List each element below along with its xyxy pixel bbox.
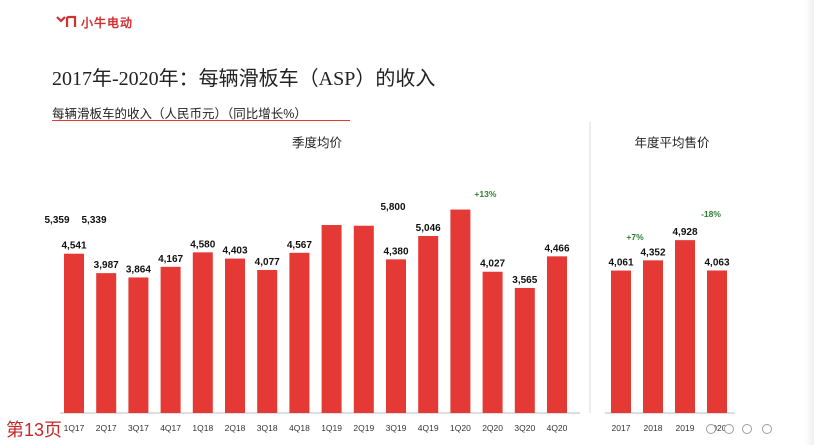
tick-label-2018: 2018 bbox=[644, 423, 663, 433]
tick-label-1Q19: 1Q19 bbox=[321, 423, 342, 433]
chart-subtitle: 每辆滑板车的收入（人民币元）（同比增长%） bbox=[52, 107, 307, 121]
bar-2018 bbox=[643, 260, 663, 413]
data-label-4Q18: 4,567 bbox=[287, 240, 312, 251]
growth-annotation-1Q20: +13% bbox=[474, 189, 496, 199]
bar-2Q18 bbox=[225, 258, 245, 413]
logo-text: 小牛电动 bbox=[81, 15, 134, 30]
tick-label-1Q18: 1Q18 bbox=[192, 423, 213, 433]
page-number: 第13页 bbox=[6, 420, 63, 440]
bar-1Q20 bbox=[450, 209, 471, 413]
tick-label-2Q18: 2Q18 bbox=[225, 423, 246, 433]
bar-4Q20 bbox=[547, 256, 567, 413]
nav-dot-4[interactable] bbox=[762, 424, 772, 434]
tick-label-4Q19: 4Q19 bbox=[418, 423, 439, 433]
tick-label-2017: 2017 bbox=[612, 423, 631, 433]
page-title: 2017年-2020年：每辆滑板车（ASP）的收入 bbox=[52, 68, 436, 90]
bar-3Q20 bbox=[514, 287, 535, 413]
tick-label-2019: 2019 bbox=[676, 423, 695, 433]
bar-4Q19 bbox=[418, 236, 439, 413]
bar-3Q19 bbox=[386, 259, 406, 413]
tick-label-2Q20: 2Q20 bbox=[482, 423, 503, 433]
bar-1Q17 bbox=[64, 253, 84, 413]
data-label-2019: 4,928 bbox=[672, 227, 697, 238]
tick-label-2Q17: 2Q17 bbox=[96, 423, 117, 433]
growth-annotation-2020: -18% bbox=[701, 209, 721, 219]
tick-label-4Q18: 4Q18 bbox=[289, 423, 310, 433]
nav-dot-3[interactable] bbox=[742, 424, 752, 434]
data-label-4Q20: 4,466 bbox=[544, 243, 569, 254]
tick-label-1Q20: 1Q20 bbox=[450, 423, 471, 433]
tick-label-1Q17: 1Q17 bbox=[64, 423, 85, 433]
bar-2017 bbox=[611, 270, 631, 413]
data-label-3Q20: 3,565 bbox=[512, 275, 537, 286]
bar-2019 bbox=[675, 240, 695, 413]
bar-2Q20 bbox=[482, 271, 503, 413]
nav-dot-2[interactable] bbox=[724, 424, 734, 434]
nav-dot-1[interactable] bbox=[706, 424, 716, 434]
data-label-4Q17: 4,167 bbox=[158, 254, 183, 265]
niu-logo: 小牛电动 bbox=[55, 14, 133, 30]
bar-1Q19 bbox=[321, 225, 342, 413]
growth-annotation-2018: +7% bbox=[626, 232, 644, 242]
tick-label-2020: 2020 bbox=[708, 423, 727, 433]
data-label-1Q19: 5,359 bbox=[44, 215, 69, 226]
slide-edge-shadow bbox=[804, 0, 814, 445]
data-label-2020: 4,063 bbox=[704, 257, 729, 268]
bar-4Q17 bbox=[160, 266, 181, 413]
data-label-3Q17: 3,864 bbox=[126, 264, 151, 275]
tick-label-4Q20: 4Q20 bbox=[547, 423, 568, 433]
bar-1Q18 bbox=[192, 252, 213, 413]
data-label-3Q19: 4,380 bbox=[383, 246, 408, 257]
data-label-1Q20: 5,800 bbox=[380, 202, 405, 213]
niu-logo-icon bbox=[56, 15, 77, 27]
bar-3Q18 bbox=[257, 269, 278, 413]
data-label-4Q19: 5,046 bbox=[416, 223, 441, 234]
data-label-1Q18: 4,580 bbox=[190, 239, 215, 250]
chart-title-1: 季度均价 bbox=[292, 135, 343, 150]
data-label-2Q20: 4,027 bbox=[480, 259, 505, 270]
data-label-2Q19: 5,339 bbox=[81, 215, 106, 226]
tick-label-3Q17: 3Q17 bbox=[128, 423, 149, 433]
tick-label-3Q18: 3Q18 bbox=[257, 423, 278, 433]
bar-2Q17 bbox=[96, 273, 117, 413]
subtitle-underline bbox=[52, 120, 350, 121]
bar-3Q17 bbox=[128, 277, 149, 413]
tick-label-4Q17: 4Q17 bbox=[160, 423, 181, 433]
chart-title-2: 年度平均售价 bbox=[634, 135, 710, 150]
bar-2Q19 bbox=[353, 225, 374, 413]
data-label-2018: 4,352 bbox=[640, 247, 665, 258]
data-label-2Q17: 3,987 bbox=[94, 260, 119, 271]
tick-label-3Q19: 3Q19 bbox=[386, 423, 407, 433]
tick-label-3Q20: 3Q20 bbox=[514, 423, 535, 433]
tick-label-2Q19: 2Q19 bbox=[353, 423, 374, 433]
data-label-3Q18: 4,077 bbox=[255, 257, 280, 268]
bar-2020 bbox=[707, 270, 727, 413]
data-label-1Q17: 4,541 bbox=[61, 241, 86, 252]
bar-4Q18 bbox=[289, 252, 310, 413]
data-label-2Q18: 4,403 bbox=[222, 246, 247, 257]
data-label-2017: 4,061 bbox=[608, 258, 633, 269]
